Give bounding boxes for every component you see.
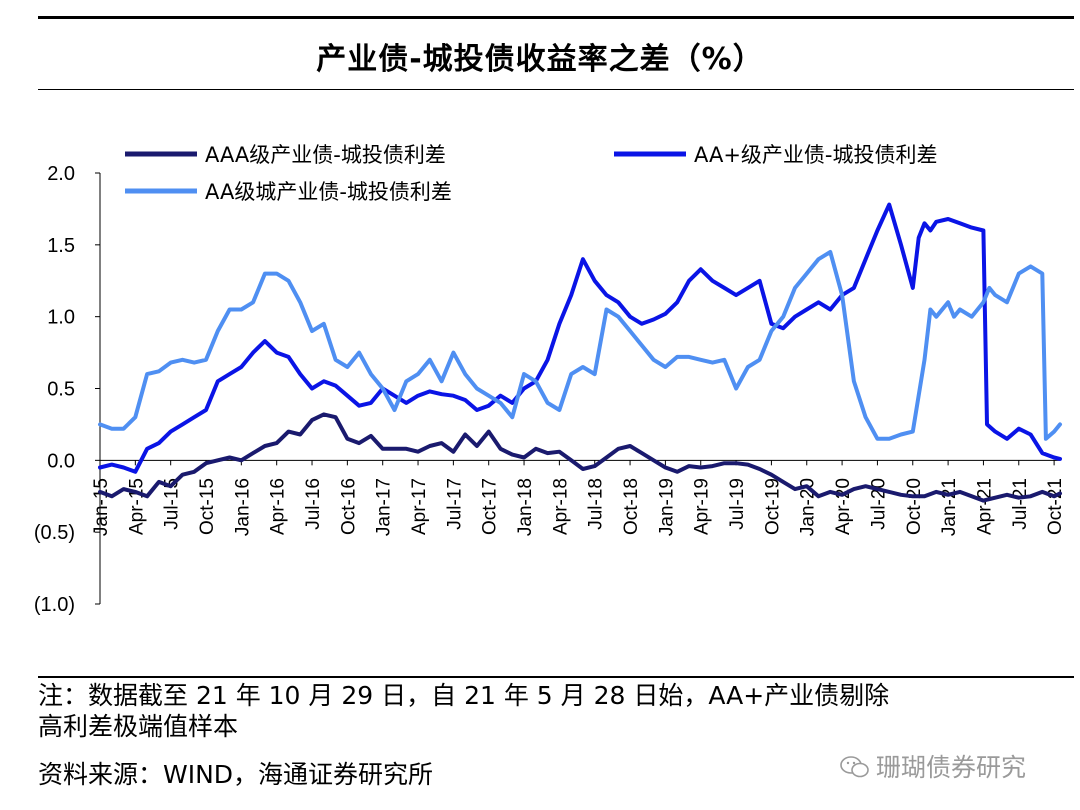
y-tick-label: 0.0 bbox=[47, 450, 75, 472]
note-line-1: 注：数据截至 21 年 10 月 29 日，自 21 年 5 月 28 日始，A… bbox=[38, 681, 890, 710]
legend-label: AA+级产业债-城投债利差 bbox=[694, 143, 938, 167]
x-tick-label: Oct-21 bbox=[1045, 478, 1066, 535]
y-tick-label: 1.5 bbox=[47, 235, 75, 257]
x-tick-label: Apr-20 bbox=[833, 478, 854, 535]
x-tick-label: Oct-15 bbox=[197, 478, 218, 535]
chart-title: 产业债-城投债收益率之差（%） bbox=[316, 42, 764, 77]
y-tick-label: 2.0 bbox=[47, 163, 75, 185]
y-tick-label: 0.5 bbox=[47, 379, 75, 401]
source-line: 资料来源：WIND，海通证券研究所 bbox=[38, 760, 434, 789]
x-tick-label: Apr-17 bbox=[409, 478, 430, 535]
x-tick-label: Apr-21 bbox=[974, 478, 995, 535]
x-tick-label: Oct-16 bbox=[338, 478, 359, 535]
x-tick-label: Jul-18 bbox=[586, 478, 607, 530]
y-tick-label: (1.0) bbox=[34, 594, 75, 616]
x-tick-label: Jul-15 bbox=[162, 478, 183, 530]
x-tick-label: Jul-17 bbox=[444, 478, 465, 530]
wechat-icon bbox=[840, 756, 869, 778]
y-tick-label: (0.5) bbox=[34, 522, 75, 544]
series-line bbox=[98, 202, 1062, 474]
x-tick-label: Jul-21 bbox=[1010, 478, 1031, 530]
watermark: 珊瑚债券研究 bbox=[840, 748, 1026, 784]
series-line bbox=[98, 412, 1062, 503]
watermark-text: 珊瑚债券研究 bbox=[876, 753, 1027, 782]
x-tick-label: Oct-17 bbox=[480, 478, 501, 535]
x-tick-label: Apr-19 bbox=[692, 478, 713, 535]
line-chart: 2.0 1.5 1.0 0.5 0.0 (0.5) (1.0) Jan-15 Apr-15 Jul… bbox=[34, 143, 1066, 616]
x-tick-label: Jan-18 bbox=[515, 478, 536, 536]
title-rule bbox=[38, 89, 1074, 90]
legend-label: AAA级产业债-城投债利差 bbox=[205, 143, 446, 167]
x-tick-label: Jul-16 bbox=[303, 478, 324, 530]
x-tick-label: Oct-19 bbox=[762, 478, 783, 535]
x-tick-label: Jan-19 bbox=[656, 478, 677, 536]
legend-label: AA级城产业债-城投债利差 bbox=[205, 180, 452, 204]
x-tick-label: Apr-15 bbox=[126, 478, 147, 535]
x-tick-label: Oct-20 bbox=[904, 478, 925, 535]
y-tick-label: 1.0 bbox=[47, 307, 75, 329]
x-tick-label: Apr-18 bbox=[550, 478, 571, 535]
bottom-rule bbox=[38, 676, 1074, 678]
x-tick-label: Oct-18 bbox=[621, 478, 642, 535]
x-tick-label: Jan-17 bbox=[374, 478, 395, 536]
x-tick-label: Jan-21 bbox=[939, 478, 960, 536]
top-rule bbox=[38, 16, 1074, 19]
x-tick-label: Jan-15 bbox=[91, 478, 112, 536]
note-line-2: 高利差极端值样本 bbox=[38, 712, 239, 741]
x-tick-label: Jan-16 bbox=[232, 478, 253, 536]
x-tick-label: Apr-16 bbox=[268, 478, 289, 535]
x-tick-label: Jul-19 bbox=[727, 478, 748, 530]
series-line bbox=[98, 250, 1062, 441]
